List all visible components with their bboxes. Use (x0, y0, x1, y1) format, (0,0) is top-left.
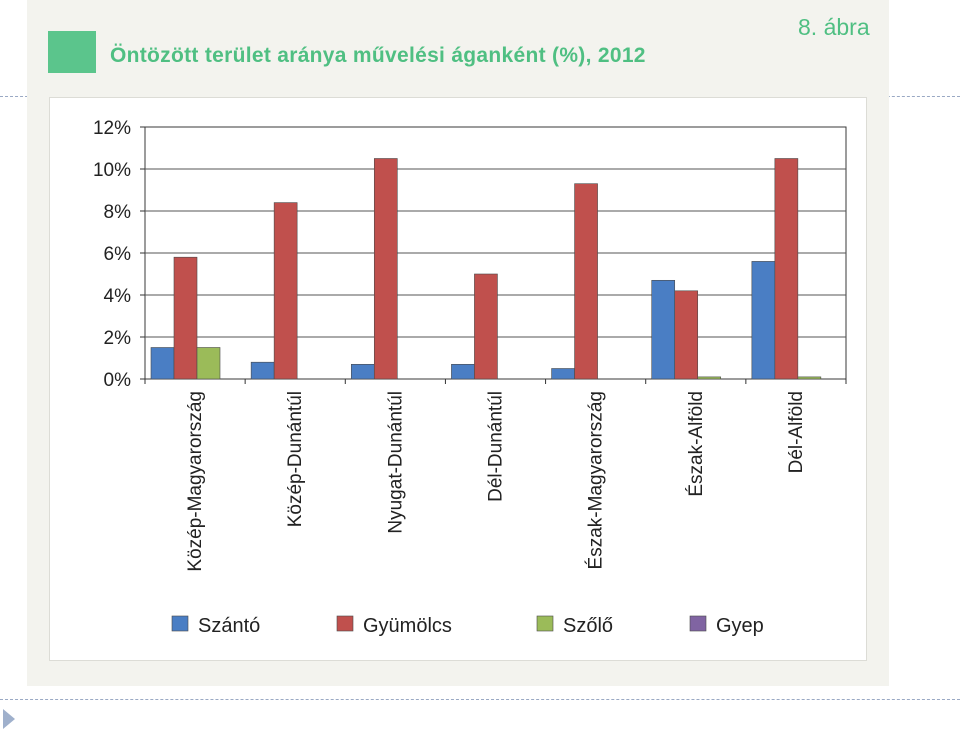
chart-title: Öntözött terület aránya művelési ágankén… (110, 44, 646, 67)
x-category-label: Nyugat-Dunántúl (385, 391, 406, 534)
bar (173, 256, 198, 380)
legend-label: Gyümölcs (363, 615, 452, 637)
bar (574, 183, 598, 380)
bar (150, 347, 175, 380)
legend-label: Szőlő (563, 615, 613, 637)
legend-swatch (689, 615, 707, 632)
bar (373, 158, 398, 380)
figure-number: 8. ábra (798, 14, 870, 40)
bar (674, 290, 699, 380)
legend-swatch (536, 615, 554, 632)
bar (797, 376, 822, 380)
y-tick-label: 8% (104, 202, 132, 223)
y-tick-label: 6% (104, 244, 132, 265)
bar (774, 158, 799, 380)
x-category-label: Közép-Dunántúl (285, 391, 306, 527)
legend-swatch (171, 615, 189, 632)
bar (651, 279, 676, 380)
bottom-dashed-rule (0, 699, 960, 700)
bar (474, 273, 498, 380)
bar (551, 368, 575, 380)
y-tick-label: 0% (104, 370, 132, 391)
bar (250, 361, 275, 380)
title-marker-square (48, 31, 96, 73)
bar (196, 347, 221, 380)
y-tick-label: 12% (93, 118, 131, 139)
bar (451, 363, 475, 380)
x-category-label: Észak-Magyarország (586, 391, 607, 569)
y-tick-label: 2% (104, 328, 132, 349)
bar (751, 261, 776, 380)
legend-label: Szántó (198, 615, 260, 637)
x-category-label: Dél-Alföld (786, 391, 807, 473)
y-tick-label: 4% (104, 286, 132, 307)
legend-swatch (336, 615, 354, 632)
y-tick-label: 10% (93, 160, 131, 181)
x-category-label: Közép-Magyarország (185, 391, 206, 572)
legend-label: Gyep (716, 615, 764, 637)
next-slide-arrow-icon[interactable] (3, 709, 15, 729)
bar (697, 376, 722, 380)
x-category-label: Észak-Alföld (686, 391, 707, 497)
bar (350, 363, 375, 380)
bar (273, 202, 298, 380)
x-category-label: Dél-Dunántúl (486, 391, 507, 502)
